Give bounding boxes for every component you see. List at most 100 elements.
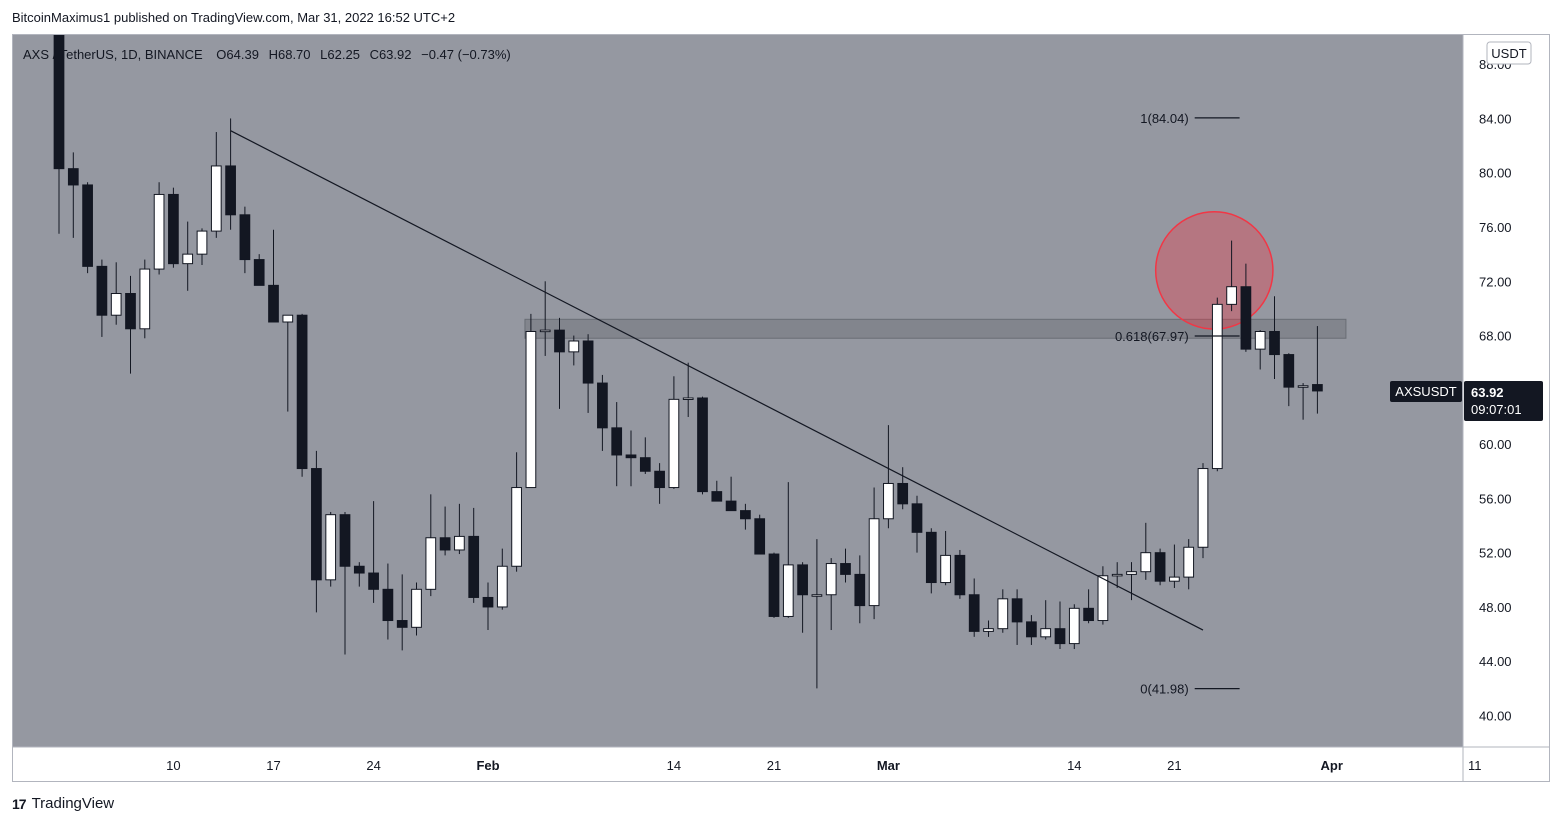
legend-symbol: AXS / TetherUS, 1D, BINANCE <box>23 47 203 62</box>
candle-body <box>454 535 465 551</box>
candle-2022-02-12 <box>639 437 651 474</box>
candle-body <box>339 514 351 567</box>
candle-body <box>925 531 937 584</box>
y-tick-label: 56.00 <box>1479 491 1512 506</box>
candle-body <box>353 565 365 574</box>
candle-2022-02-21 <box>768 552 780 618</box>
legend-change: −0.47 (−0.73%) <box>421 47 511 62</box>
candle-body <box>883 482 894 520</box>
candle-body <box>1154 552 1166 582</box>
candle-body <box>1054 628 1066 645</box>
ohlc-legend: AXS / TetherUS, 1D, BINANCE O64.39 H68.7… <box>23 47 511 62</box>
candle-2022-03-05 <box>940 530 951 586</box>
x-tick-label: 21 <box>1167 758 1181 773</box>
bar-countdown: 09:07:01 <box>1471 402 1522 417</box>
candle-2022-02-15 <box>682 362 694 417</box>
candle-body <box>525 330 537 489</box>
chart-frame: 1(84.04) 0.618(67.97) 0(41.98) 40.00 44.00 4… <box>12 34 1550 782</box>
candle-body <box>740 510 751 520</box>
candle-2022-03-16 <box>1097 566 1109 625</box>
candle-body <box>1226 286 1237 305</box>
candle-2022-03-07 <box>968 578 980 637</box>
candle-2022-01-20 <box>311 450 322 613</box>
candle-2022-01-23 <box>353 562 365 587</box>
candle-2022-01-08 <box>139 259 151 339</box>
y-tick-label: 72.00 <box>1479 274 1512 289</box>
candle-2022-02-18 <box>725 476 737 512</box>
candle-2022-03-03 <box>911 495 923 553</box>
fib-label: 0.618(67.97) <box>1115 329 1189 344</box>
y-tick-label: 40.00 <box>1479 709 1512 724</box>
candle-body <box>1297 385 1309 388</box>
candle-body <box>53 35 65 170</box>
legend-open-label: O <box>216 47 226 62</box>
candle-2022-01-17 <box>268 229 279 323</box>
candle-body <box>282 314 294 323</box>
candle-2022-01-07 <box>125 275 136 374</box>
candle-body <box>768 553 780 617</box>
candle-body <box>1111 573 1123 577</box>
candle-body <box>1068 607 1080 645</box>
candle-2022-03-17 <box>1111 562 1123 588</box>
fib-label: 1(84.04) <box>1140 111 1188 126</box>
candle-body <box>182 253 194 265</box>
candle-body <box>225 165 236 216</box>
candle-2022-02-25 <box>825 558 837 631</box>
candle-2022-03-25 <box>1226 240 1237 312</box>
candle-body <box>1254 330 1266 350</box>
candle-2022-02-03 <box>511 452 522 572</box>
candle-body <box>983 628 994 632</box>
candle-2022-02-13 <box>654 463 665 504</box>
x-tick-label: 24 <box>366 758 380 773</box>
candle-2022-01-26 <box>396 574 408 651</box>
x-tick-label: Mar <box>877 758 900 773</box>
candle-2022-03-11 <box>1026 615 1037 645</box>
tradingview-logo[interactable]: 17 TradingView <box>12 795 114 812</box>
x-tick-label: Apr <box>1321 758 1343 773</box>
candle-2022-03-08 <box>983 620 994 637</box>
candle-2022-02-22 <box>782 482 794 618</box>
legend-close-label: C <box>370 47 379 62</box>
candle-body <box>968 594 980 632</box>
legend-open: 64.39 <box>226 47 259 62</box>
candle-2022-01-22 <box>339 511 351 655</box>
x-tick-label: 17 <box>266 758 280 773</box>
descending-trendline <box>230 130 1204 631</box>
candle-2022-01-29 <box>439 506 451 556</box>
candle-body <box>539 329 551 333</box>
candle-body <box>554 329 565 353</box>
candle-2022-03-24 <box>1211 297 1223 472</box>
candle-2022-03-26 <box>1240 263 1252 352</box>
candle-body <box>825 563 837 596</box>
candle-body <box>582 340 594 384</box>
candle-2022-02-26 <box>840 548 851 583</box>
x-tick-label: 14 <box>667 758 681 773</box>
candle-2022-01-12 <box>196 228 208 266</box>
currency-button[interactable]: USDT <box>1486 41 1532 65</box>
tradingview-brand: TradingView <box>31 795 115 812</box>
candle-body <box>1240 286 1252 350</box>
candlestick-chart[interactable]: 1(84.04) 0.618(67.97) 0(41.98) 40.00 44.00 4… <box>13 35 1549 781</box>
candle-2022-03-15 <box>1083 589 1094 624</box>
candle-body <box>1283 354 1295 388</box>
candle-2022-03-29 <box>1283 353 1295 407</box>
candle-body <box>1011 598 1023 623</box>
fib-level-2: 0(41.98) <box>1140 682 1240 697</box>
candle-body <box>1126 571 1137 575</box>
legend-low-label: L <box>320 47 327 62</box>
candle-body <box>382 588 394 622</box>
y-tick-label: 44.00 <box>1479 654 1512 669</box>
candle-body <box>811 594 823 597</box>
candle-2022-01-03 <box>67 152 79 238</box>
currency-button-label: USDT <box>1491 46 1526 61</box>
candle-2022-01-06 <box>110 262 122 325</box>
candle-body <box>897 482 909 505</box>
candle-body <box>625 454 637 459</box>
candle-2022-01-10 <box>168 187 179 268</box>
candle-2022-03-19 <box>1140 522 1152 580</box>
candle-body <box>654 470 665 489</box>
candle-body <box>139 268 151 330</box>
candle-2022-02-28 <box>868 487 880 620</box>
candle-2022-01-27 <box>411 582 422 636</box>
candle-2022-03-30 <box>1297 383 1309 420</box>
